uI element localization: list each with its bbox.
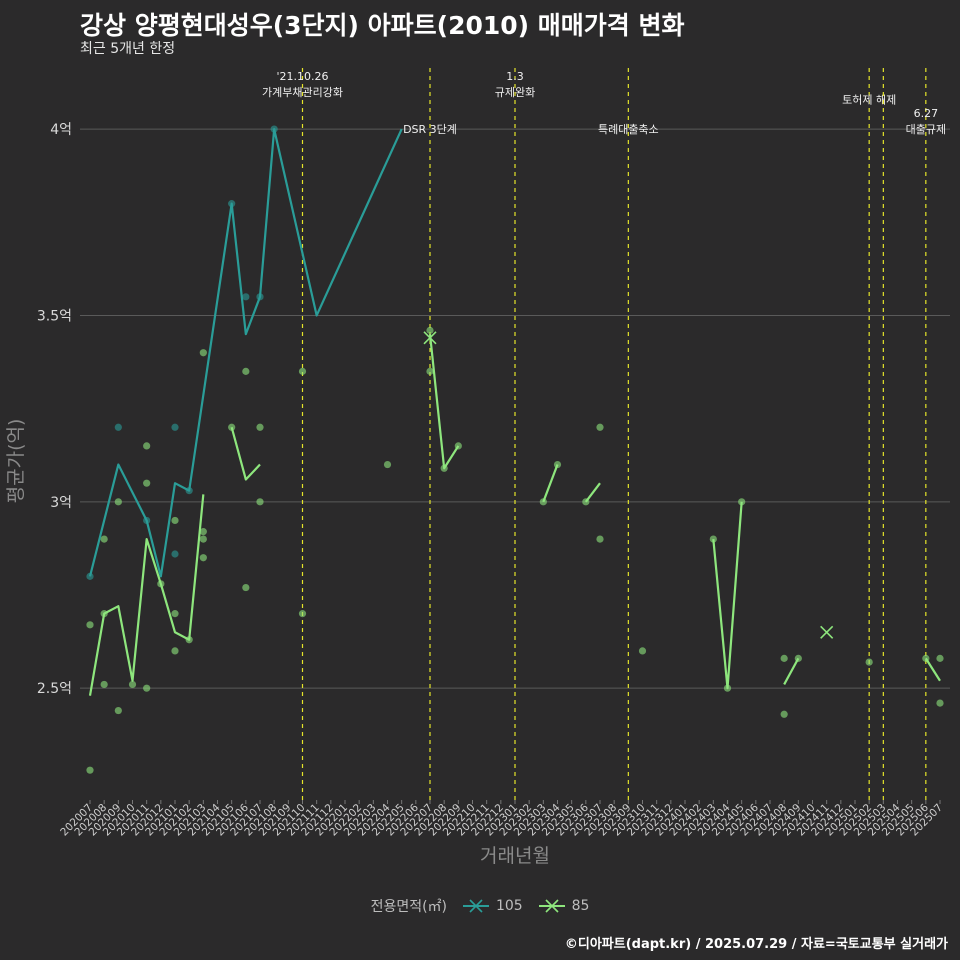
data-point-105 (114, 423, 122, 431)
page-subtitle: 최근 5개년 한정 (80, 41, 176, 57)
data-point-85 (143, 442, 151, 450)
data-point-85 (426, 326, 434, 334)
legend-label-85: 85 (571, 898, 590, 914)
y-tick-label: 3.5억 (37, 308, 72, 324)
legend: 전용면적(㎡) 105 85 (0, 896, 960, 916)
data-point-85 (426, 367, 434, 375)
data-point-85 (638, 647, 647, 655)
legend-item-105: 105 (461, 898, 523, 914)
data-point-85 (596, 535, 604, 543)
data-point-85 (143, 479, 151, 487)
data-point-85 (100, 680, 108, 689)
legend-label-105: 105 (495, 898, 523, 914)
data-point-85 (298, 610, 307, 618)
data-point-85 (171, 516, 179, 525)
event-label: 특례대출축소 (598, 123, 659, 136)
data-point-85 (199, 528, 207, 536)
cross-marker-85 (423, 331, 437, 345)
series-line-85 (712, 501, 743, 690)
series-line-85 (542, 464, 559, 503)
series-line-85 (783, 657, 800, 685)
data-point-85 (199, 535, 207, 543)
data-point-85 (738, 498, 746, 506)
data-point-85 (86, 766, 94, 774)
y-tick-label: 3억 (50, 495, 72, 511)
event-label: 규제완화 (495, 86, 535, 99)
event-label: 1.3 (506, 70, 524, 83)
data-point-85 (171, 610, 179, 618)
legend-item-85: 85 (537, 898, 589, 914)
data-point-85 (865, 658, 873, 666)
series-line-85 (584, 482, 601, 503)
event-label: DSR 3단계 (403, 123, 457, 136)
series-line-85 (88, 494, 205, 696)
series-line-85 (230, 426, 261, 481)
data-point-85 (256, 498, 264, 506)
data-point-85 (86, 621, 94, 629)
page-title: 강상 양평현대성우(3단지) 아파트(2010) 매매가격 변화 (80, 11, 685, 40)
legend-key-85-icon (539, 899, 566, 913)
data-point-85 (256, 423, 264, 431)
data-point-85 (780, 710, 788, 718)
event-label: '21.10.26 (276, 70, 328, 83)
data-point-85 (199, 349, 207, 357)
data-point-85 (242, 367, 250, 375)
legend-title: 전용면적(㎡) (370, 899, 448, 915)
data-point-85 (936, 699, 944, 707)
data-point-85 (114, 706, 122, 715)
data-point-85 (128, 680, 137, 689)
event-label: 6.27 (914, 107, 939, 120)
data-point-105 (171, 423, 179, 431)
y-axis-title: 평균가(억) (5, 419, 27, 504)
series-line-105 (88, 127, 403, 578)
data-point-85 (936, 654, 944, 662)
data-point-105 (242, 293, 250, 301)
data-point-85 (298, 367, 307, 375)
data-point-85 (114, 498, 122, 506)
data-point-85 (143, 684, 151, 692)
data-point-85 (228, 423, 236, 431)
data-point-85 (199, 554, 207, 562)
cross-marker-85 (820, 625, 834, 639)
series-line-85 (924, 657, 941, 682)
legend-key-105-icon (463, 899, 490, 913)
data-point-85 (100, 535, 108, 543)
data-point-85 (596, 423, 604, 431)
event-label: 가계부채관리강화 (262, 86, 343, 99)
data-point-85 (242, 583, 250, 592)
y-tick-label: 4억 (50, 122, 72, 138)
source-caption: ©디아파트(dapt.kr) / 2025.07.29 / 자료=국토교통부 실… (564, 937, 948, 952)
data-point-85 (780, 654, 788, 662)
y-tick-label: 2.5억 (37, 681, 72, 697)
data-point-85 (383, 460, 392, 469)
x-axis-title: 거래년월 (480, 845, 550, 867)
data-point-105 (171, 550, 179, 558)
data-point-85 (171, 647, 179, 655)
event-label: 대출규제 (906, 123, 946, 136)
series-line-85 (428, 333, 460, 470)
event-label: 토허제 해제 (842, 92, 896, 106)
